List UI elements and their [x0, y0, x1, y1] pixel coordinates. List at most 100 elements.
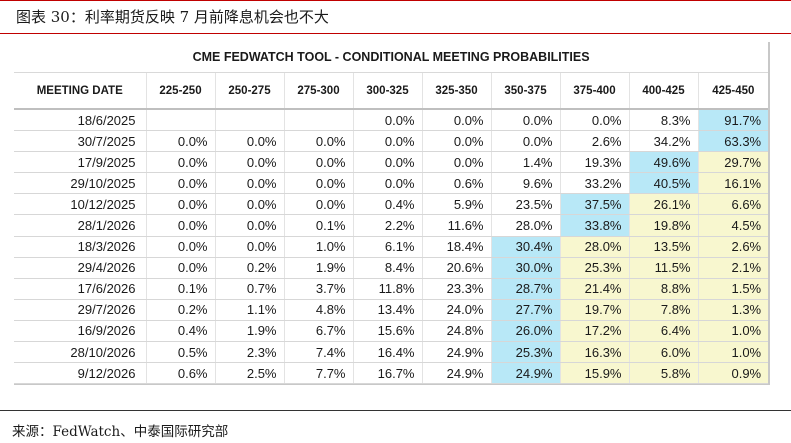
- probability-cell: 18.4%: [421, 236, 491, 258]
- probability-cell: 19.8%: [628, 214, 698, 237]
- probability-cell: 13.4%: [352, 299, 422, 321]
- column-header-rate: 225-250: [145, 72, 215, 110]
- probability-cell: 91.7%: [697, 109, 769, 132]
- column-header-rate: 275-300: [283, 72, 353, 110]
- probability-cell: 0.4%: [145, 320, 215, 343]
- probability-cell: 0.0%: [145, 236, 215, 258]
- meeting-date-cell: 29/10/2025: [14, 172, 146, 195]
- probability-cell: 0.0%: [559, 109, 629, 132]
- table-row: 16/9/2026 0.4% 1.9% 6.7% 15.6% 24.8% 26.0% 17.2…: [14, 320, 769, 343]
- probability-cell: 6.7%: [283, 320, 353, 343]
- probability-cell: 0.0%: [421, 151, 491, 174]
- probability-cell: 6.1%: [352, 236, 422, 258]
- probability-table: CME FEDWATCH TOOL - CONDITIONAL MEETING …: [14, 42, 769, 385]
- probability-cell: 15.6%: [352, 320, 422, 343]
- probability-cell: 21.4%: [559, 278, 629, 300]
- probability-cell: 0.0%: [352, 109, 422, 132]
- probability-cell: 7.4%: [283, 341, 353, 364]
- probability-cell: 0.6%: [145, 362, 215, 385]
- probability-cell: 0.0%: [145, 130, 215, 153]
- table-row: 17/6/2026 0.1% 0.7% 3.7% 11.8% 23.3% 28.7% 21.4…: [14, 278, 769, 300]
- column-header-rate: 325-350: [421, 72, 491, 110]
- probability-cell: 0.9%: [697, 362, 769, 385]
- probability-cell: 26.0%: [490, 320, 560, 343]
- probability-cell: 23.3%: [421, 278, 491, 300]
- probability-cell: 20.6%: [421, 257, 491, 279]
- probability-cell: 19.7%: [559, 299, 629, 321]
- probability-cell: 0.0%: [145, 172, 215, 195]
- probability-cell: 1.9%: [283, 257, 353, 279]
- probability-cell: 8.3%: [628, 109, 698, 132]
- probability-cell: 0.0%: [214, 193, 284, 216]
- probability-cell: 7.7%: [283, 362, 353, 385]
- probability-cell: 16.4%: [352, 341, 422, 364]
- probability-cell: 2.6%: [697, 236, 769, 258]
- probability-cell: 29.7%: [697, 151, 769, 174]
- probability-cell: 24.8%: [421, 320, 491, 343]
- meeting-date-cell: 18/3/2026: [14, 236, 146, 258]
- probability-cell: 19.3%: [559, 151, 629, 174]
- probability-cell: 1.9%: [214, 320, 284, 343]
- probability-cell: 24.9%: [421, 341, 491, 364]
- probability-cell: 0.7%: [214, 278, 284, 300]
- probability-cell: 3.7%: [283, 278, 353, 300]
- table-row: 17/9/2025 0.0% 0.0% 0.0% 0.0% 0.0% 1.4% 19.3% 49…: [14, 151, 769, 174]
- probability-cell: 0.5%: [145, 341, 215, 364]
- probability-cell: 0.0%: [214, 236, 284, 258]
- probability-cell: [145, 109, 215, 132]
- probability-cell: 0.1%: [283, 214, 353, 237]
- figure-caption: 图表 30：利率期货反映 7 月前降息机会也不大: [16, 8, 329, 26]
- probability-cell: 28.7%: [490, 278, 560, 300]
- table-title: CME FEDWATCH TOOL - CONDITIONAL MEETING …: [192, 50, 590, 64]
- probability-cell: 0.0%: [214, 151, 284, 174]
- probability-cell: 8.8%: [628, 278, 698, 300]
- probability-cell: 2.3%: [214, 341, 284, 364]
- probability-cell: 30.0%: [490, 257, 560, 279]
- column-header-row: MEETING DATE 225-250 250-275 275-300 300-325…: [14, 72, 769, 110]
- probability-cell: 1.4%: [490, 151, 560, 174]
- probability-cell: 24.9%: [490, 362, 560, 385]
- probability-cell: 8.4%: [352, 257, 422, 279]
- probability-table-panel: CME FEDWATCH TOOL - CONDITIONAL MEETING …: [14, 42, 770, 385]
- probability-cell: [214, 109, 284, 132]
- probability-cell: 0.0%: [421, 109, 491, 132]
- probability-cell: 1.0%: [697, 320, 769, 343]
- table-row: 30/7/2025 0.0% 0.0% 0.0% 0.0% 0.0% 0.0% 2.6% 34.…: [14, 130, 769, 153]
- probability-cell: 33.8%: [559, 214, 629, 237]
- table-row: 9/12/2026 0.6% 2.5% 7.7% 16.7% 24.9% 24.9% 15.9…: [14, 362, 769, 385]
- probability-cell: 11.6%: [421, 214, 491, 237]
- probability-cell: 0.0%: [145, 257, 215, 279]
- probability-cell: 0.0%: [214, 130, 284, 153]
- probability-cell: [283, 109, 353, 132]
- column-header-rate: 425-450: [697, 72, 769, 110]
- probability-cell: 7.8%: [628, 299, 698, 321]
- table-row: 29/7/2026 0.2% 1.1% 4.8% 13.4% 24.0% 27.7% 19.7…: [14, 299, 769, 321]
- probability-cell: 4.5%: [697, 214, 769, 237]
- meeting-date-cell: 18/6/2025: [14, 109, 146, 132]
- probability-cell: 16.1%: [697, 172, 769, 195]
- probability-cell: 0.0%: [145, 214, 215, 237]
- probability-cell: 0.0%: [283, 172, 353, 195]
- probability-cell: 5.8%: [628, 362, 698, 385]
- table-row: 28/1/2026 0.0% 0.0% 0.1% 2.2% 11.6% 28.0% 33.8%…: [14, 214, 769, 237]
- probability-cell: 2.6%: [559, 130, 629, 153]
- table-row: 29/4/2026 0.0% 0.2% 1.9% 8.4% 20.6% 30.0% 25.3%…: [14, 257, 769, 279]
- probability-cell: 0.0%: [490, 109, 560, 132]
- table-row: 29/10/2025 0.0% 0.0% 0.0% 0.0% 0.6% 9.6% 33.2% 4…: [14, 172, 769, 195]
- probability-cell: 16.3%: [559, 341, 629, 364]
- table-row: 28/10/2026 0.5% 2.3% 7.4% 16.4% 24.9% 25.3% 16.…: [14, 341, 769, 364]
- meeting-date-cell: 10/12/2025: [14, 193, 146, 216]
- probability-cell: 26.1%: [628, 193, 698, 216]
- meeting-date-cell: 29/4/2026: [14, 257, 146, 279]
- probability-cell: 1.1%: [214, 299, 284, 321]
- column-header-date: MEETING DATE: [14, 72, 146, 110]
- probability-cell: 0.1%: [145, 278, 215, 300]
- probability-cell: 9.6%: [490, 172, 560, 195]
- probability-cell: 1.0%: [283, 236, 353, 258]
- probability-cell: 13.5%: [628, 236, 698, 258]
- probability-cell: 25.3%: [559, 257, 629, 279]
- probability-cell: 24.0%: [421, 299, 491, 321]
- table-row: 18/3/2026 0.0% 0.0% 1.0% 6.1% 18.4% 30.4% 28.0%…: [14, 236, 769, 258]
- column-header-rate: 300-325: [352, 72, 422, 110]
- column-header-rate: 375-400: [559, 72, 629, 110]
